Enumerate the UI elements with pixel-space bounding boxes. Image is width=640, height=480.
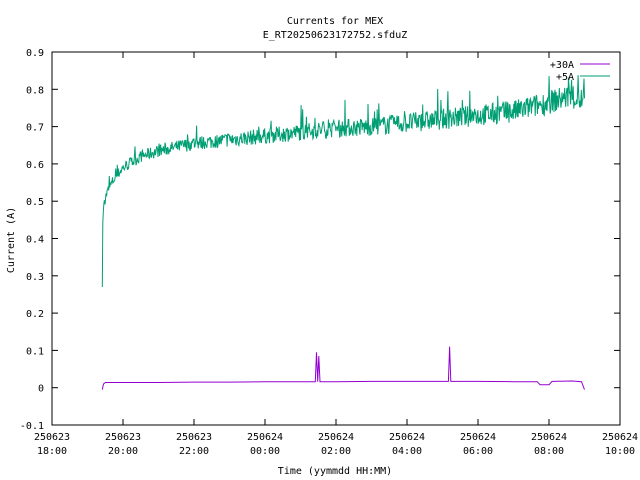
x-tick-date-label: 250624 xyxy=(602,432,638,443)
x-tick-date-label: 250623 xyxy=(105,432,141,443)
chart-subtitle: E_RT20250623172752.sfduZ xyxy=(263,30,408,41)
x-axis: 250623 18:00 250623 20:00 250623 22:00 250624 0… xyxy=(34,52,638,457)
series-layer xyxy=(101,75,585,390)
y-tick-label: 0.2 xyxy=(26,309,44,320)
y-tick-label: 0.4 xyxy=(26,235,44,246)
x-tick-date-label: 250624 xyxy=(531,432,567,443)
legend: +30A+5A xyxy=(550,60,610,83)
y-tick-label: 0.9 xyxy=(26,48,44,59)
chart-title: Currents for MEX xyxy=(287,16,383,27)
y-axis: -0.1 0 0.1 0.2 0.3 0.4 0.5 0.6 0.7 0.8 0.9 xyxy=(20,48,620,432)
x-tick-date-label: 250624 xyxy=(389,432,425,443)
x-axis-label: Time (yymmdd HH:MM) xyxy=(278,466,392,477)
y-tick-label: 0.7 xyxy=(26,123,44,134)
x-tick-time-label: 00:00 xyxy=(250,446,280,457)
x-tick-time-label: 20:00 xyxy=(108,446,138,457)
x-tick-date-label: 250623 xyxy=(34,432,70,443)
x-tick-time-label: 08:00 xyxy=(534,446,564,457)
legend-label: +30A xyxy=(550,60,574,71)
legend-label: +5A xyxy=(556,72,574,83)
y-tick-label: 0.1 xyxy=(26,346,44,357)
x-tick-date-label: 250624 xyxy=(318,432,354,443)
x-tick-time-label: 06:00 xyxy=(463,446,493,457)
y-tick-label: 0.6 xyxy=(26,160,44,171)
series-line xyxy=(101,75,585,288)
x-tick-date-label: 250624 xyxy=(247,432,283,443)
y-tick-label: 0.8 xyxy=(26,85,44,96)
x-tick-time-label: 02:00 xyxy=(321,446,351,457)
y-tick-label: 0 xyxy=(38,384,44,395)
x-tick-time-label: 04:00 xyxy=(392,446,422,457)
y-tick-label: 0.3 xyxy=(26,272,44,283)
x-tick-time-label: 10:00 xyxy=(605,446,635,457)
y-tick-label: 0.5 xyxy=(26,197,44,208)
series-line xyxy=(101,346,585,390)
x-tick-time-label: 22:00 xyxy=(179,446,209,457)
x-tick-date-label: 250623 xyxy=(176,432,212,443)
y-axis-label: Current (A) xyxy=(6,207,17,273)
x-tick-date-label: 250624 xyxy=(460,432,496,443)
y-tick-label: -0.1 xyxy=(20,421,44,432)
x-tick-time-label: 18:00 xyxy=(37,446,67,457)
